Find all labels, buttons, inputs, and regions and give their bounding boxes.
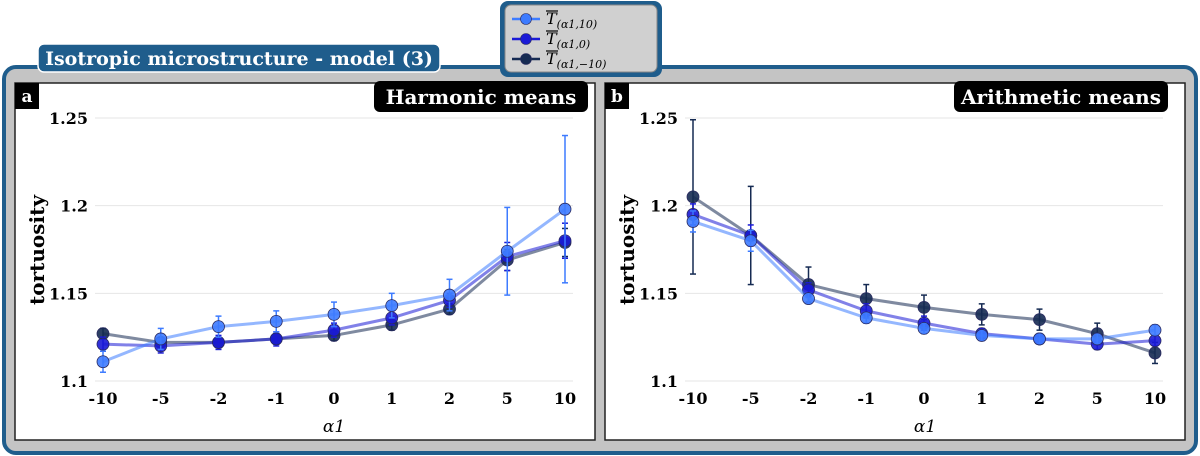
panel-a-ytick-label: 1.1: [60, 372, 88, 391]
data-point: [859, 292, 873, 305]
data-point: [1090, 332, 1104, 346]
panel-a-plot: 1.11.151.21.25-10 -5 -2 -1 0 1 2 5 10: [49, 109, 576, 408]
figure-title-box: [37, 43, 441, 73]
panel-a-ytick-label: 1.25: [49, 109, 88, 128]
panel-b-xtick-label: 5: [1092, 389, 1103, 408]
panel-a-ytick-label: 1.2: [60, 197, 88, 216]
legend-marker: [520, 13, 532, 25]
data-point: [686, 215, 700, 228]
panel-b-xtick-label: 1: [976, 389, 987, 408]
legend-label-main: T: [546, 9, 558, 28]
data-point: [802, 292, 815, 305]
panel-b-xtick-label: 0: [918, 389, 929, 408]
panel-b-ytick-label: 1.25: [639, 109, 678, 128]
panel-a-xlabel: α1: [323, 417, 345, 437]
legend-items: T(α1,10)T(α1,0)T(α1,−10): [512, 9, 606, 71]
panel-b-letter-box: [605, 83, 629, 109]
panel-a-xtick-label: -2: [210, 389, 228, 408]
panel-a: a Harmonic means tortuosity α1 1.1 1.15 1.…: [14, 81, 596, 441]
panel-a-xtick-label: 0: [328, 389, 339, 408]
data-point: [269, 314, 283, 328]
data-point: [744, 234, 758, 248]
panel-a-letter-box: [15, 83, 39, 109]
panel-b-ytick-label: 1.2: [650, 197, 678, 216]
panel-b-letter: b: [611, 87, 623, 107]
data-point: [558, 202, 572, 216]
panel-b-plot-area: [604, 82, 1186, 441]
panel-a-letter: a: [21, 87, 32, 107]
data-point: [269, 332, 283, 346]
panel-a-xtick-label: 1: [386, 389, 397, 408]
panel-b: b Arithmetic means tortuosity α1 1.1 1.15…: [604, 81, 1186, 441]
data-point: [1148, 346, 1162, 360]
panel-a-xtick-label: 10: [554, 389, 576, 408]
data-point: [154, 332, 168, 346]
panel-b-xtick-label: -10: [679, 389, 708, 408]
panel-b-title: Arithmetic means: [960, 85, 1161, 109]
data-point: [212, 336, 225, 349]
data-point: [443, 288, 456, 302]
legend-label: T(α1,0): [546, 29, 590, 51]
panel-b-ytick-label: 1.1: [650, 372, 678, 391]
data-point: [1148, 323, 1162, 337]
data-point: [500, 244, 514, 258]
legend-marker: [520, 33, 532, 45]
data-point: [975, 329, 989, 342]
panel-a-title: Harmonic means: [386, 85, 577, 109]
data-point: [96, 337, 110, 351]
legend-label-sub: (α1,0): [557, 38, 591, 51]
data-point: [975, 307, 989, 321]
legend-label-sub: (α1,−10): [557, 58, 607, 71]
data-point: [212, 320, 225, 334]
data-point: [385, 299, 399, 313]
panel-b-plot: 1.11.151.21.25-10 -5 -2 -1 0 1 2 5 10: [639, 109, 1166, 408]
panel-a-xtick-label: 2: [444, 389, 455, 408]
data-point: [1033, 313, 1046, 327]
legend-label-main: T: [546, 49, 558, 68]
panel-b-xtick-label: 10: [1144, 389, 1166, 408]
panel-a-xtick-label: 5: [502, 389, 513, 408]
data-point: [917, 300, 931, 314]
panel-b-xlabel: α1: [914, 417, 936, 437]
figure-title: Isotropic microstructure - model (3): [45, 48, 433, 70]
data-point: [917, 321, 931, 335]
panel-a-xtick-label: -10: [89, 389, 118, 408]
panel-b-xtick-label: -1: [857, 389, 875, 408]
legend: T(α1,10)T(α1,0)T(α1,−10): [500, 1, 662, 77]
data-point: [686, 190, 700, 204]
data-point: [327, 307, 341, 321]
panel-a-ylabel: tortuosity: [25, 194, 49, 305]
legend-label-sub: (α1,10): [557, 18, 598, 31]
legend-label-main: T: [546, 29, 558, 48]
panel-a-xtick-label: -5: [152, 389, 170, 408]
legend-label: T(α1,−10): [546, 49, 606, 71]
panel-a-xtick-label: -1: [267, 389, 285, 408]
panel-b-ylabel: tortuosity: [615, 194, 639, 305]
data-point: [96, 355, 110, 369]
panel-a-title-box: [374, 81, 588, 112]
data-point: [859, 311, 873, 325]
panel-b-xtick-label: -5: [742, 389, 760, 408]
panel-b-title-box: [954, 81, 1168, 112]
panel-b-xtick-label: -2: [800, 389, 818, 408]
legend-label: T(α1,10): [546, 9, 597, 31]
panel-b-ytick-label: 1.15: [639, 284, 678, 303]
legend-box: [504, 4, 658, 73]
data-point: [1033, 332, 1046, 346]
panel-b-xtick-label: 2: [1034, 389, 1045, 408]
legend-marker: [520, 53, 532, 65]
panel-a-ytick-label: 1.15: [49, 284, 88, 303]
